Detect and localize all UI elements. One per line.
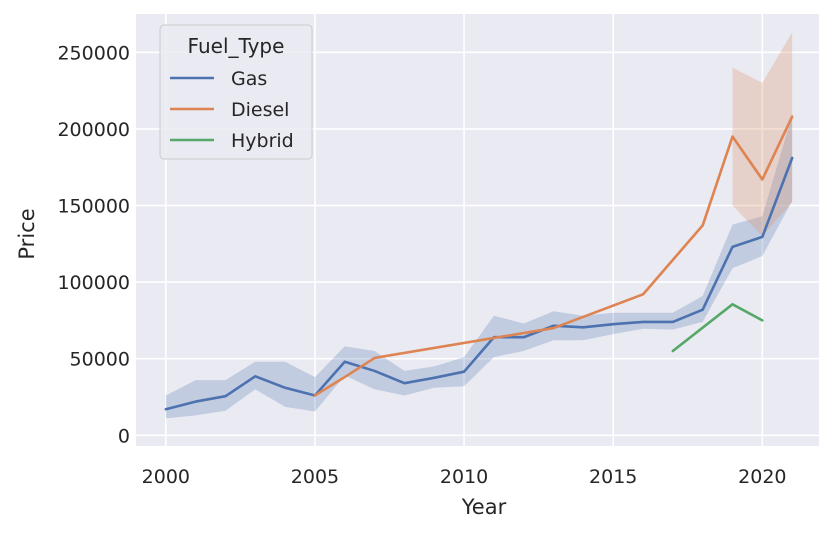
- y-tick-labels: 0 50000 100000 150000 200000 250000: [57, 42, 130, 447]
- y-axis-label: Price: [15, 208, 39, 259]
- legend-label-diesel: Diesel: [231, 99, 289, 121]
- series-lines: [164, 115, 794, 411]
- grid: [136, 14, 819, 446]
- y-tick-label: 200000: [57, 119, 130, 141]
- x-axis-label: Year: [461, 495, 507, 519]
- x-tick-label: 2020: [738, 466, 786, 488]
- legend: Fuel_Type Gas Diesel Hybrid: [159, 24, 313, 160]
- legend-label-gas: Gas: [231, 68, 267, 90]
- series-line-gas: [164, 156, 794, 411]
- legend-items: Gas Diesel Hybrid: [170, 68, 294, 152]
- y-tick-label: 150000: [57, 195, 130, 217]
- series-line-hybrid: [671, 302, 764, 353]
- y-tick-label: 0: [118, 425, 130, 447]
- x-tick-label: 2000: [142, 466, 190, 488]
- y-tick-label: 100000: [57, 272, 130, 294]
- legend-label-hybrid: Hybrid: [231, 130, 294, 152]
- legend-title: Fuel_Type: [188, 34, 285, 58]
- ci-band-gas: [165, 115, 793, 419]
- legend-box: [159, 24, 313, 160]
- y-tick-label: 50000: [70, 349, 130, 371]
- series-line-diesel: [313, 115, 794, 397]
- confidence-bands: [165, 32, 793, 419]
- x-tick-label: 2005: [291, 466, 339, 488]
- x-tick-label: 2010: [440, 466, 488, 488]
- x-tick-labels: 2000 2005 2010 2015 2020: [142, 466, 787, 488]
- y-tick-label: 250000: [57, 42, 130, 64]
- x-tick-label: 2015: [589, 466, 637, 488]
- ci-band-diesel: [732, 32, 793, 237]
